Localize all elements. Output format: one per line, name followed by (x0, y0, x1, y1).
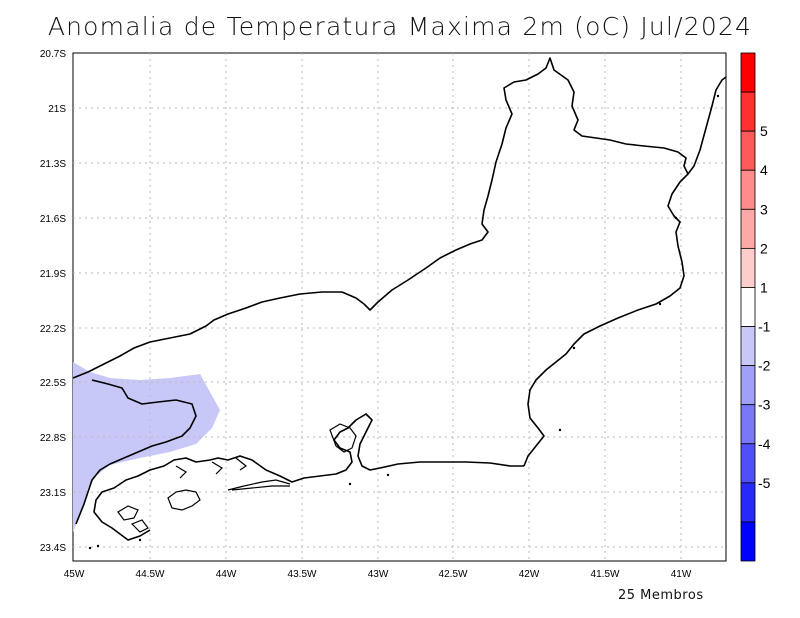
marambaia-islands (117, 505, 149, 533)
lon-tick-label: 44W (216, 569, 237, 580)
lon-tick-label: 43.5W (288, 569, 317, 580)
state-border-east (523, 173, 689, 467)
colorbar-swatch (740, 52, 756, 93)
lat-axis: 20.7S 21S 21.3S 21.6S 21.9S 22.2S 22.5S … (40, 49, 66, 554)
map-gridlines (73, 53, 726, 561)
colorbar-swatch (740, 404, 756, 445)
colorbar-swatch (740, 326, 756, 367)
lat-tick-label: 21.6S (40, 214, 66, 225)
lat-tick-label: 21S (48, 104, 66, 115)
colorbar-label: -4 (758, 436, 771, 452)
lon-tick-label: 42.5W (439, 569, 468, 580)
map-frame (72, 52, 727, 562)
colorbar-swatch (740, 169, 756, 210)
colorbar-label: -3 (758, 397, 771, 413)
lat-tick-label: 22.5S (40, 378, 66, 389)
lat-tick-label: 23.1S (40, 488, 66, 499)
colorbar-swatch (740, 208, 756, 249)
colorbar-label: 3 (760, 201, 768, 217)
lat-tick-label: 20.7S (40, 49, 66, 60)
coastal-islands (88, 94, 720, 550)
colorbar-swatch (740, 130, 756, 171)
lon-tick-label: 42W (519, 569, 540, 580)
lon-axis: 45W 44.5W 44W 43.5W 43W 42.5W 42W 41.5W … (64, 569, 692, 580)
colorbar-swatch (740, 91, 756, 132)
colorbar-label: 1 (760, 279, 768, 295)
state-border-west (75, 379, 197, 525)
ilha-grande (167, 489, 201, 511)
lon-tick-label: 41.5W (591, 569, 620, 580)
sepetiba-bay (227, 479, 291, 491)
colorbar-label: -2 (758, 358, 771, 374)
members-count: 25 Membros (618, 588, 704, 603)
lon-tick-label: 41W (671, 569, 692, 580)
colorbar-swatch (740, 365, 756, 406)
colorbar-swatch (740, 247, 756, 288)
lat-tick-label: 22.8S (40, 433, 66, 444)
state-border (72, 57, 727, 379)
colorbar: 5 4 3 2 1 -1 -2 -3 -4 -5 (740, 52, 771, 562)
colorbar-label: -5 (758, 475, 771, 491)
lat-tick-label: 22.2S (40, 324, 66, 335)
colorbar-swatch (740, 482, 756, 523)
colorbar-label: -1 (758, 319, 771, 335)
guanabara-bay (329, 423, 357, 453)
map-title: Anomalia de Temperatura Maxima 2m (oC) J… (47, 12, 753, 41)
lat-tick-label: 21.3S (40, 159, 66, 170)
coastline (93, 413, 524, 541)
colorbar-label: 5 (760, 123, 768, 139)
anomaly-shaded-region (73, 362, 220, 532)
colorbar-swatch (740, 287, 756, 327)
colorbar-label: 2 (760, 240, 768, 256)
colorbar-swatch (740, 443, 756, 484)
lon-tick-label: 45W (64, 569, 85, 580)
lon-tick-label: 44.5W (136, 569, 165, 580)
colorbar-swatch (740, 521, 756, 562)
colorbar-label: 4 (760, 162, 768, 178)
paraty-inlets (175, 457, 248, 479)
lat-tick-label: 23.4S (40, 543, 66, 554)
lon-tick-label: 43W (368, 569, 389, 580)
lat-tick-label: 21.9S (40, 269, 66, 280)
